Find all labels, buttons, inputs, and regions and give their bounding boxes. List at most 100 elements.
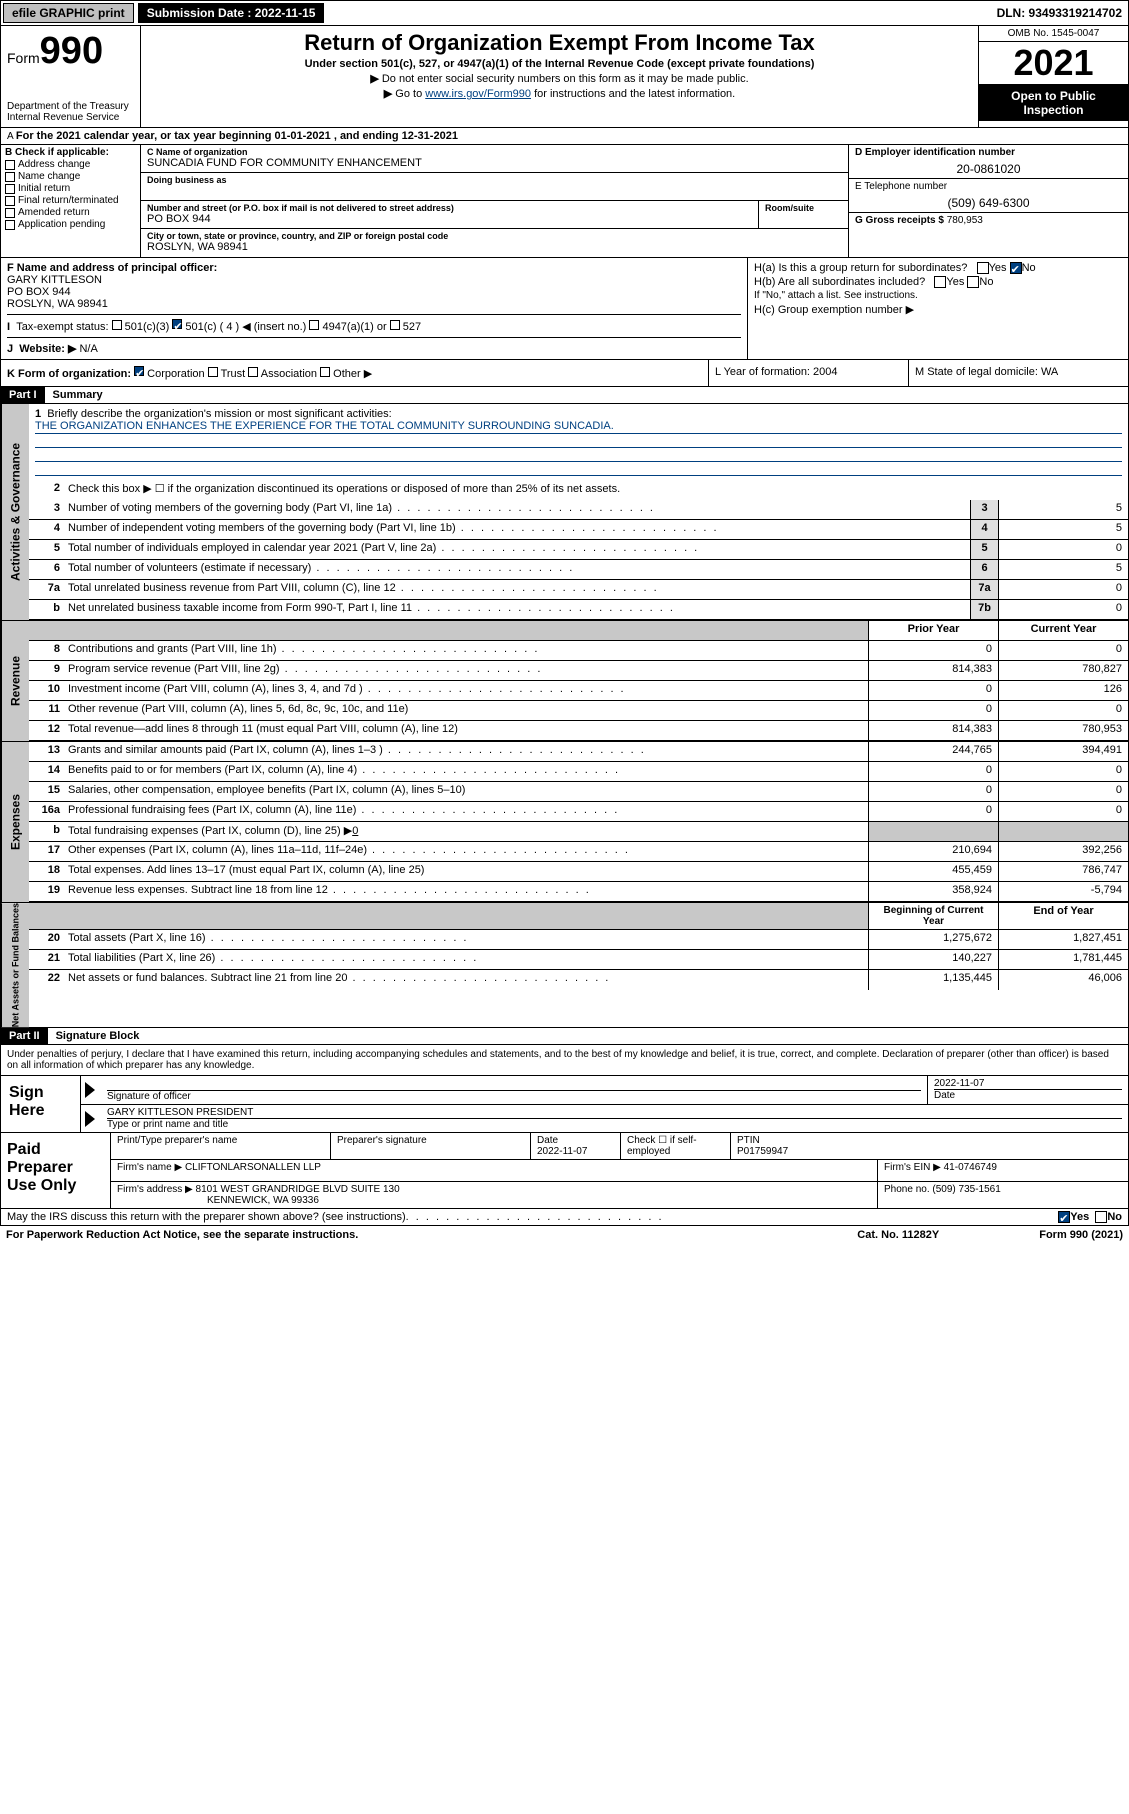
- num: 20: [29, 930, 64, 949]
- firm-addr: Firm's address ▶ 8101 WEST GRANDRIDGE BL…: [111, 1182, 878, 1208]
- dots: [406, 1211, 664, 1223]
- mission-blank: [35, 462, 1122, 476]
- mission-blank: [35, 434, 1122, 448]
- discuss-row: May the IRS discuss this return with the…: [0, 1209, 1129, 1226]
- vert-revenue: Revenue: [1, 621, 29, 741]
- top-toolbar: efile GRAPHIC print Submission Date : 20…: [0, 0, 1129, 26]
- hb-yes[interactable]: [934, 276, 946, 288]
- paid-preparer-label: Paid Preparer Use Only: [1, 1133, 111, 1208]
- chk-label: Name change: [18, 171, 80, 182]
- activities-governance-section: Activities & Governance 1 Briefly descri…: [0, 404, 1129, 620]
- chk-assoc[interactable]: [248, 367, 258, 377]
- mission-text: THE ORGANIZATION ENHANCES THE EXPERIENCE…: [35, 420, 1122, 434]
- chk-527[interactable]: [390, 320, 400, 330]
- cat-no: Cat. No. 11282Y: [857, 1229, 939, 1241]
- l19-prior: 358,924: [868, 882, 998, 901]
- firm-addr1: 8101 WEST GRANDRIDGE BLVD SUITE 130: [196, 1184, 400, 1195]
- l22-current: 46,006: [998, 970, 1128, 990]
- form-title-block: Return of Organization Exempt From Incom…: [141, 26, 978, 127]
- chk-initial-return[interactable]: Initial return: [5, 183, 136, 194]
- f-label: F Name and address of principal officer:: [7, 262, 217, 274]
- l18-current: 786,747: [998, 862, 1128, 881]
- city-label: City or town, state or province, country…: [147, 231, 842, 241]
- k-l-m-row: K Form of organization: ✔ Corporation Tr…: [0, 360, 1129, 387]
- vert-expenses: Expenses: [1, 742, 29, 902]
- date-label: Date: [537, 1135, 614, 1146]
- firm-addr-label: Firm's address ▶: [117, 1184, 193, 1195]
- m-domicile: M State of legal domicile: WA: [908, 360, 1128, 386]
- phone-val: (509) 735-1561: [932, 1184, 1000, 1195]
- sign-here-block: Sign Here Signature of officer 2022-11-0…: [0, 1076, 1129, 1133]
- tax-year-big: 2021: [979, 42, 1128, 85]
- chk-corp[interactable]: ✔: [134, 366, 144, 376]
- line-16b: b Total fundraising expenses (Part IX, c…: [29, 822, 1128, 842]
- e-label: E Telephone number: [855, 181, 1122, 192]
- dba-label: Doing business as: [147, 175, 842, 185]
- dln-label: DLN: 93493319214702: [991, 4, 1128, 22]
- yes-label: Yes: [1070, 1211, 1089, 1223]
- l16b-val: 0: [352, 825, 358, 837]
- l13-prior: 244,765: [868, 742, 998, 761]
- paid-row-1: Print/Type preparer's name Preparer's si…: [111, 1133, 1128, 1160]
- ha-no[interactable]: ✔: [1010, 262, 1022, 274]
- chk-final-return[interactable]: Final return/terminated: [5, 195, 136, 206]
- blank: [29, 621, 64, 640]
- l18-text: Total expenses. Add lines 13–17 (must eq…: [64, 862, 868, 881]
- f-h-block: F Name and address of principal officer:…: [0, 258, 1129, 360]
- chk-other[interactable]: [320, 367, 330, 377]
- l21-prior: 140,227: [868, 950, 998, 969]
- prior-year-header: Prior Year: [868, 621, 998, 640]
- ha-yes[interactable]: [977, 262, 989, 274]
- dba-row: Doing business as: [141, 173, 848, 201]
- print-name-label: Print/Type preparer's name: [111, 1133, 331, 1159]
- l22-text: Net assets or fund balances. Subtract li…: [64, 970, 868, 990]
- chk-501c[interactable]: ✔: [172, 319, 182, 329]
- hb-no[interactable]: [967, 276, 979, 288]
- l5-val: 0: [998, 540, 1128, 559]
- chk-trust[interactable]: [208, 367, 218, 377]
- irs-link[interactable]: www.irs.gov/Form990: [425, 88, 531, 100]
- l11-prior: 0: [868, 701, 998, 720]
- form-footer: Form 990 (2021): [1039, 1229, 1123, 1241]
- ein-cell: D Employer identification number 20-0861…: [849, 145, 1128, 179]
- part-1-bar: Part I Summary: [0, 387, 1129, 404]
- line-3: 3 Number of voting members of the govern…: [29, 500, 1128, 520]
- street-row: Number and street (or P.O. box if mail i…: [141, 201, 848, 229]
- num: 5: [29, 540, 64, 559]
- mission-blank: [35, 448, 1122, 462]
- l12-prior: 814,383: [868, 721, 998, 740]
- arrow-icon: [81, 1105, 101, 1132]
- chk-application-pending[interactable]: Application pending: [5, 219, 136, 230]
- org-name-row: C Name of organization SUNCADIA FUND FOR…: [141, 145, 848, 173]
- ha-row: H(a) Is this a group return for subordin…: [754, 262, 1122, 274]
- chk-amended-return[interactable]: Amended return: [5, 207, 136, 218]
- blank: [29, 903, 64, 929]
- blank: [64, 621, 868, 640]
- discuss-yes[interactable]: ✔: [1058, 1211, 1070, 1223]
- no-label: No: [1107, 1211, 1122, 1223]
- num: 12: [29, 721, 64, 740]
- discuss-no[interactable]: [1095, 1211, 1107, 1223]
- chk-label: Address change: [18, 159, 90, 170]
- l16a-text: Professional fundraising fees (Part IX, …: [64, 802, 868, 821]
- line-11: 11 Other revenue (Part VIII, column (A),…: [29, 701, 1128, 721]
- col-headers: Prior Year Current Year: [29, 621, 1128, 641]
- l15-current: 0: [998, 782, 1128, 801]
- chk-address-change[interactable]: Address change: [5, 159, 136, 170]
- num: 10: [29, 681, 64, 700]
- arrow-icon: [81, 1076, 101, 1104]
- trust-label: Trust: [221, 368, 246, 380]
- l18-prior: 455,459: [868, 862, 998, 881]
- firm-addr2: KENNEWICK, WA 99336: [207, 1195, 319, 1206]
- l3-text: Number of voting members of the governin…: [64, 500, 970, 519]
- chk-name-change[interactable]: Name change: [5, 171, 136, 182]
- num: b: [29, 600, 64, 619]
- tax-year-text: For the 2021 calendar year, or tax year …: [16, 130, 458, 142]
- l10-text: Investment income (Part VIII, column (A)…: [64, 681, 868, 700]
- chk-501c3[interactable]: [112, 320, 122, 330]
- chk-label: Application pending: [18, 219, 105, 230]
- ein-value: 20-0861020: [855, 162, 1122, 176]
- chk-4947[interactable]: [309, 320, 319, 330]
- efile-print-button[interactable]: efile GRAPHIC print: [3, 3, 134, 23]
- num: 11: [29, 701, 64, 720]
